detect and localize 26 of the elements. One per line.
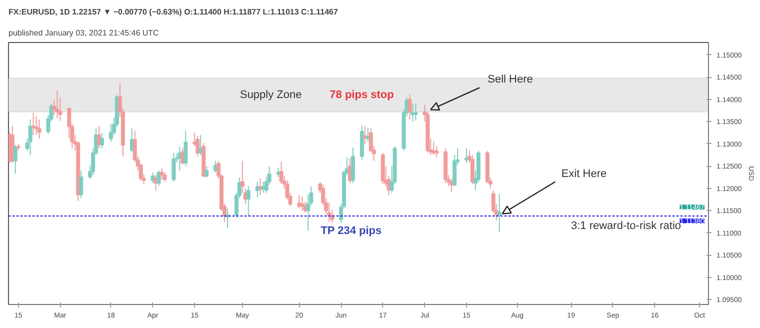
candlestick xyxy=(408,94,412,120)
candlestick xyxy=(497,193,502,233)
candlestick xyxy=(432,141,436,156)
candlestick xyxy=(470,154,474,184)
candlestick xyxy=(162,172,167,182)
candlestick xyxy=(79,170,84,199)
candlestick xyxy=(156,170,161,187)
candlestick xyxy=(172,152,176,182)
candlestick xyxy=(196,135,200,157)
candlestick xyxy=(100,132,104,149)
candlestick xyxy=(204,166,209,178)
candlestick xyxy=(160,168,164,180)
annotation: 3:1 reward-to-risk ratio xyxy=(570,220,682,232)
annotation: Exit Here xyxy=(561,168,607,180)
annotation: Sell Here xyxy=(488,74,533,86)
annotation: 78 pips stop xyxy=(330,88,394,101)
candlestick xyxy=(279,161,284,184)
chart-title: published January 03, 2021 21:45:46 UTC xyxy=(8,28,160,38)
annotation: TP 234 pips xyxy=(320,225,382,238)
annotation: Supply Zone xyxy=(240,88,302,101)
candlestick xyxy=(226,208,230,228)
candlestick xyxy=(434,146,439,158)
candlestick xyxy=(246,186,250,216)
candlestick xyxy=(184,130,188,167)
candlestick xyxy=(414,103,418,122)
chart-subtitle: FX:EURUSD, 1D 1.22157 ▼ −0.00770 (−0.63%) O:1.11400 H:1.11877 L:1.11013 C:1.11467 xyxy=(8,8,339,16)
